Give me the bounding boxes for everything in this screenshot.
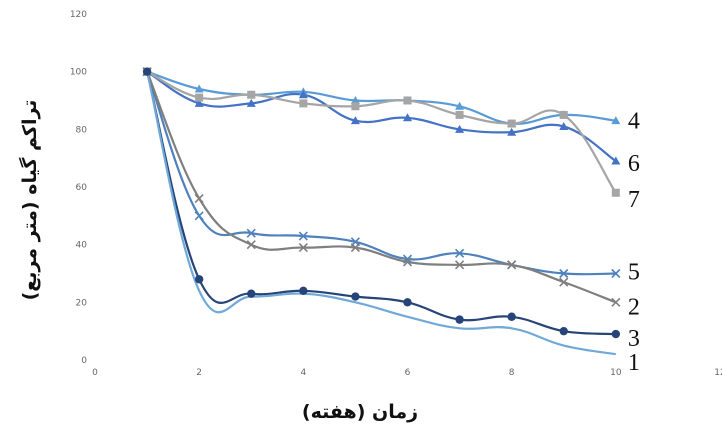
data-point-series-7 <box>559 110 568 119</box>
data-point-series-6 <box>403 113 412 122</box>
data-point-series-7 <box>403 96 412 105</box>
data-point-series-3 <box>247 289 256 298</box>
data-point-series-2 <box>298 242 308 253</box>
data-point-series-3 <box>611 329 621 339</box>
data-point-series-7 <box>455 110 464 119</box>
data-point-series-3 <box>351 292 360 301</box>
data-point-series-5 <box>246 228 256 238</box>
data-point-series-3 <box>455 315 464 324</box>
y-tick-label: 0 <box>81 356 87 366</box>
data-point-series-7 <box>507 119 516 128</box>
series-line-1 <box>146 71 616 356</box>
y-tick-label: 20 <box>76 298 88 308</box>
y-tick-label: 120 <box>70 10 87 20</box>
series-line-7 <box>146 70 617 194</box>
data-point-series-6 <box>194 98 204 107</box>
data-point-series-3 <box>403 298 412 307</box>
data-point-series-2 <box>402 257 413 267</box>
data-point-series-3 <box>194 275 204 284</box>
x-axis-title: زمان (هفته) <box>302 401 418 423</box>
data-point-series-5 <box>194 211 204 221</box>
axis-ticks: 020406080100120024681012 <box>70 10 722 378</box>
data-point-series-4 <box>611 116 621 125</box>
series-labels: 4 6 7 5 2 31 <box>628 109 640 377</box>
data-point-series-3 <box>507 312 516 321</box>
data-point-series-5 <box>402 254 413 264</box>
series-line-6 <box>146 70 617 163</box>
data-point-series-3 <box>299 286 308 295</box>
series-label-7: 7 <box>628 187 640 213</box>
data-point-series-2 <box>350 242 360 253</box>
data-point-series-2 <box>194 193 204 204</box>
data-point-series-5 <box>611 268 621 279</box>
data-point-series-2 <box>246 240 256 250</box>
x-tick-label: 8 <box>509 368 515 378</box>
y-tick-label: 60 <box>76 183 88 193</box>
data-point-series-6 <box>246 98 256 107</box>
data-point-series-7 <box>351 102 360 111</box>
data-point-series-5 <box>455 248 465 258</box>
series-label-1: 1 <box>628 350 640 376</box>
x-tick-label: 2 <box>196 368 202 378</box>
data-point-series-6 <box>350 116 360 125</box>
data-point-series-2 <box>455 260 465 270</box>
series-label-2: 2 <box>628 294 640 320</box>
series-markers <box>142 67 621 339</box>
series-line-4 <box>146 70 616 125</box>
data-point-series-3 <box>142 67 152 76</box>
x-tick-label: 12 <box>714 368 722 378</box>
series-label-3: 3 <box>628 326 640 352</box>
data-point-series-7 <box>299 99 308 108</box>
series-label-4: 4 <box>628 109 640 135</box>
data-point-series-5 <box>298 231 308 241</box>
x-tick-label: 0 <box>92 368 98 378</box>
data-point-series-6 <box>298 90 308 99</box>
series-label-6: 6 <box>628 151 640 177</box>
data-point-series-7 <box>611 188 620 197</box>
data-point-series-7 <box>247 90 256 99</box>
x-tick-label: 10 <box>610 368 622 378</box>
y-tick-label: 100 <box>70 68 87 78</box>
x-tick-label: 4 <box>300 368 306 378</box>
data-point-series-5 <box>559 268 569 279</box>
data-point-series-4 <box>350 96 360 104</box>
data-point-series-2 <box>507 260 517 270</box>
series-line-2 <box>146 71 617 304</box>
data-point-series-2 <box>611 297 621 307</box>
x-tick-label: 6 <box>405 368 411 378</box>
data-point-series-4 <box>455 101 465 110</box>
series-lines <box>146 70 617 356</box>
data-point-series-4 <box>194 84 204 93</box>
y-axis-title: تراکم گیاه (متر مربع) <box>18 100 41 301</box>
data-point-series-6 <box>559 121 569 130</box>
data-point-series-7 <box>195 93 204 102</box>
data-point-series-6 <box>611 156 621 165</box>
data-point-series-6 <box>455 124 465 133</box>
series-label-5: 5 <box>628 260 640 286</box>
data-point-series-6 <box>507 127 517 136</box>
data-point-series-3 <box>559 326 568 336</box>
y-tick-label: 80 <box>76 125 88 135</box>
data-point-series-2 <box>559 277 569 287</box>
y-tick-label: 40 <box>76 241 88 251</box>
